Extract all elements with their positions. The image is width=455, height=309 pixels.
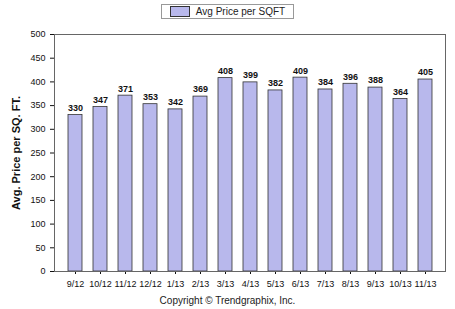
svg-text:450: 450: [30, 53, 45, 63]
svg-text:100: 100: [30, 219, 45, 229]
svg-text:10/12: 10/12: [89, 279, 112, 289]
html-text:Copyright © Trendgraphix, Inc.: Copyright © Trendgraphix, Inc.: [159, 295, 296, 306]
svg-text:200: 200: [30, 172, 45, 182]
svg-text:300: 300: [30, 124, 45, 134]
svg-text:371: 371: [118, 84, 133, 94]
svg-text:11/12: 11/12: [115, 279, 137, 289]
svg-text:500: 500: [30, 29, 45, 39]
svg-text:50: 50: [35, 243, 45, 253]
svg-text:396: 396: [343, 72, 358, 82]
svg-text:384: 384: [318, 77, 333, 87]
svg-text:250: 250: [30, 148, 45, 158]
svg-text:369: 369: [193, 84, 208, 94]
svg-text:1/13: 1/13: [167, 279, 185, 289]
svg-text:409: 409: [293, 66, 308, 76]
svg-text:347: 347: [93, 95, 108, 105]
svg-text:342: 342: [168, 97, 183, 107]
svg-text:388: 388: [368, 75, 383, 85]
svg-text:330: 330: [68, 103, 83, 113]
svg-text:2/13: 2/13: [192, 279, 210, 289]
svg-text:9/13: 9/13: [367, 279, 385, 289]
svg-text:405: 405: [418, 67, 433, 77]
svg-text:150: 150: [30, 195, 45, 205]
svg-text:10/13: 10/13: [389, 279, 412, 289]
svg-text:11/13: 11/13: [415, 279, 437, 289]
svg-text:399: 399: [243, 70, 258, 80]
svg-text:3/13: 3/13: [217, 279, 235, 289]
svg-text:353: 353: [143, 92, 158, 102]
svg-text:6/13: 6/13: [292, 279, 310, 289]
svg-text:7/13: 7/13: [317, 279, 335, 289]
svg-text:382: 382: [268, 78, 283, 88]
svg-text:400: 400: [30, 77, 45, 87]
svg-text:8/13: 8/13: [342, 279, 360, 289]
html-text:Avg Price per SQFT: Avg Price per SQFT: [195, 5, 286, 17]
svg-text:364: 364: [393, 87, 408, 97]
svg-text:408: 408: [218, 66, 233, 76]
svg-text:12/12: 12/12: [139, 279, 162, 289]
svg-text:4/13: 4/13: [242, 279, 260, 289]
svg-text:5/13: 5/13: [267, 279, 285, 289]
svg-text:9/12: 9/12: [67, 279, 85, 289]
svg-text:0: 0: [40, 266, 45, 276]
svg-text:350: 350: [30, 100, 45, 110]
svg-text:Avg. Price per SQ. FT.: Avg. Price per SQ. FT.: [10, 96, 22, 210]
